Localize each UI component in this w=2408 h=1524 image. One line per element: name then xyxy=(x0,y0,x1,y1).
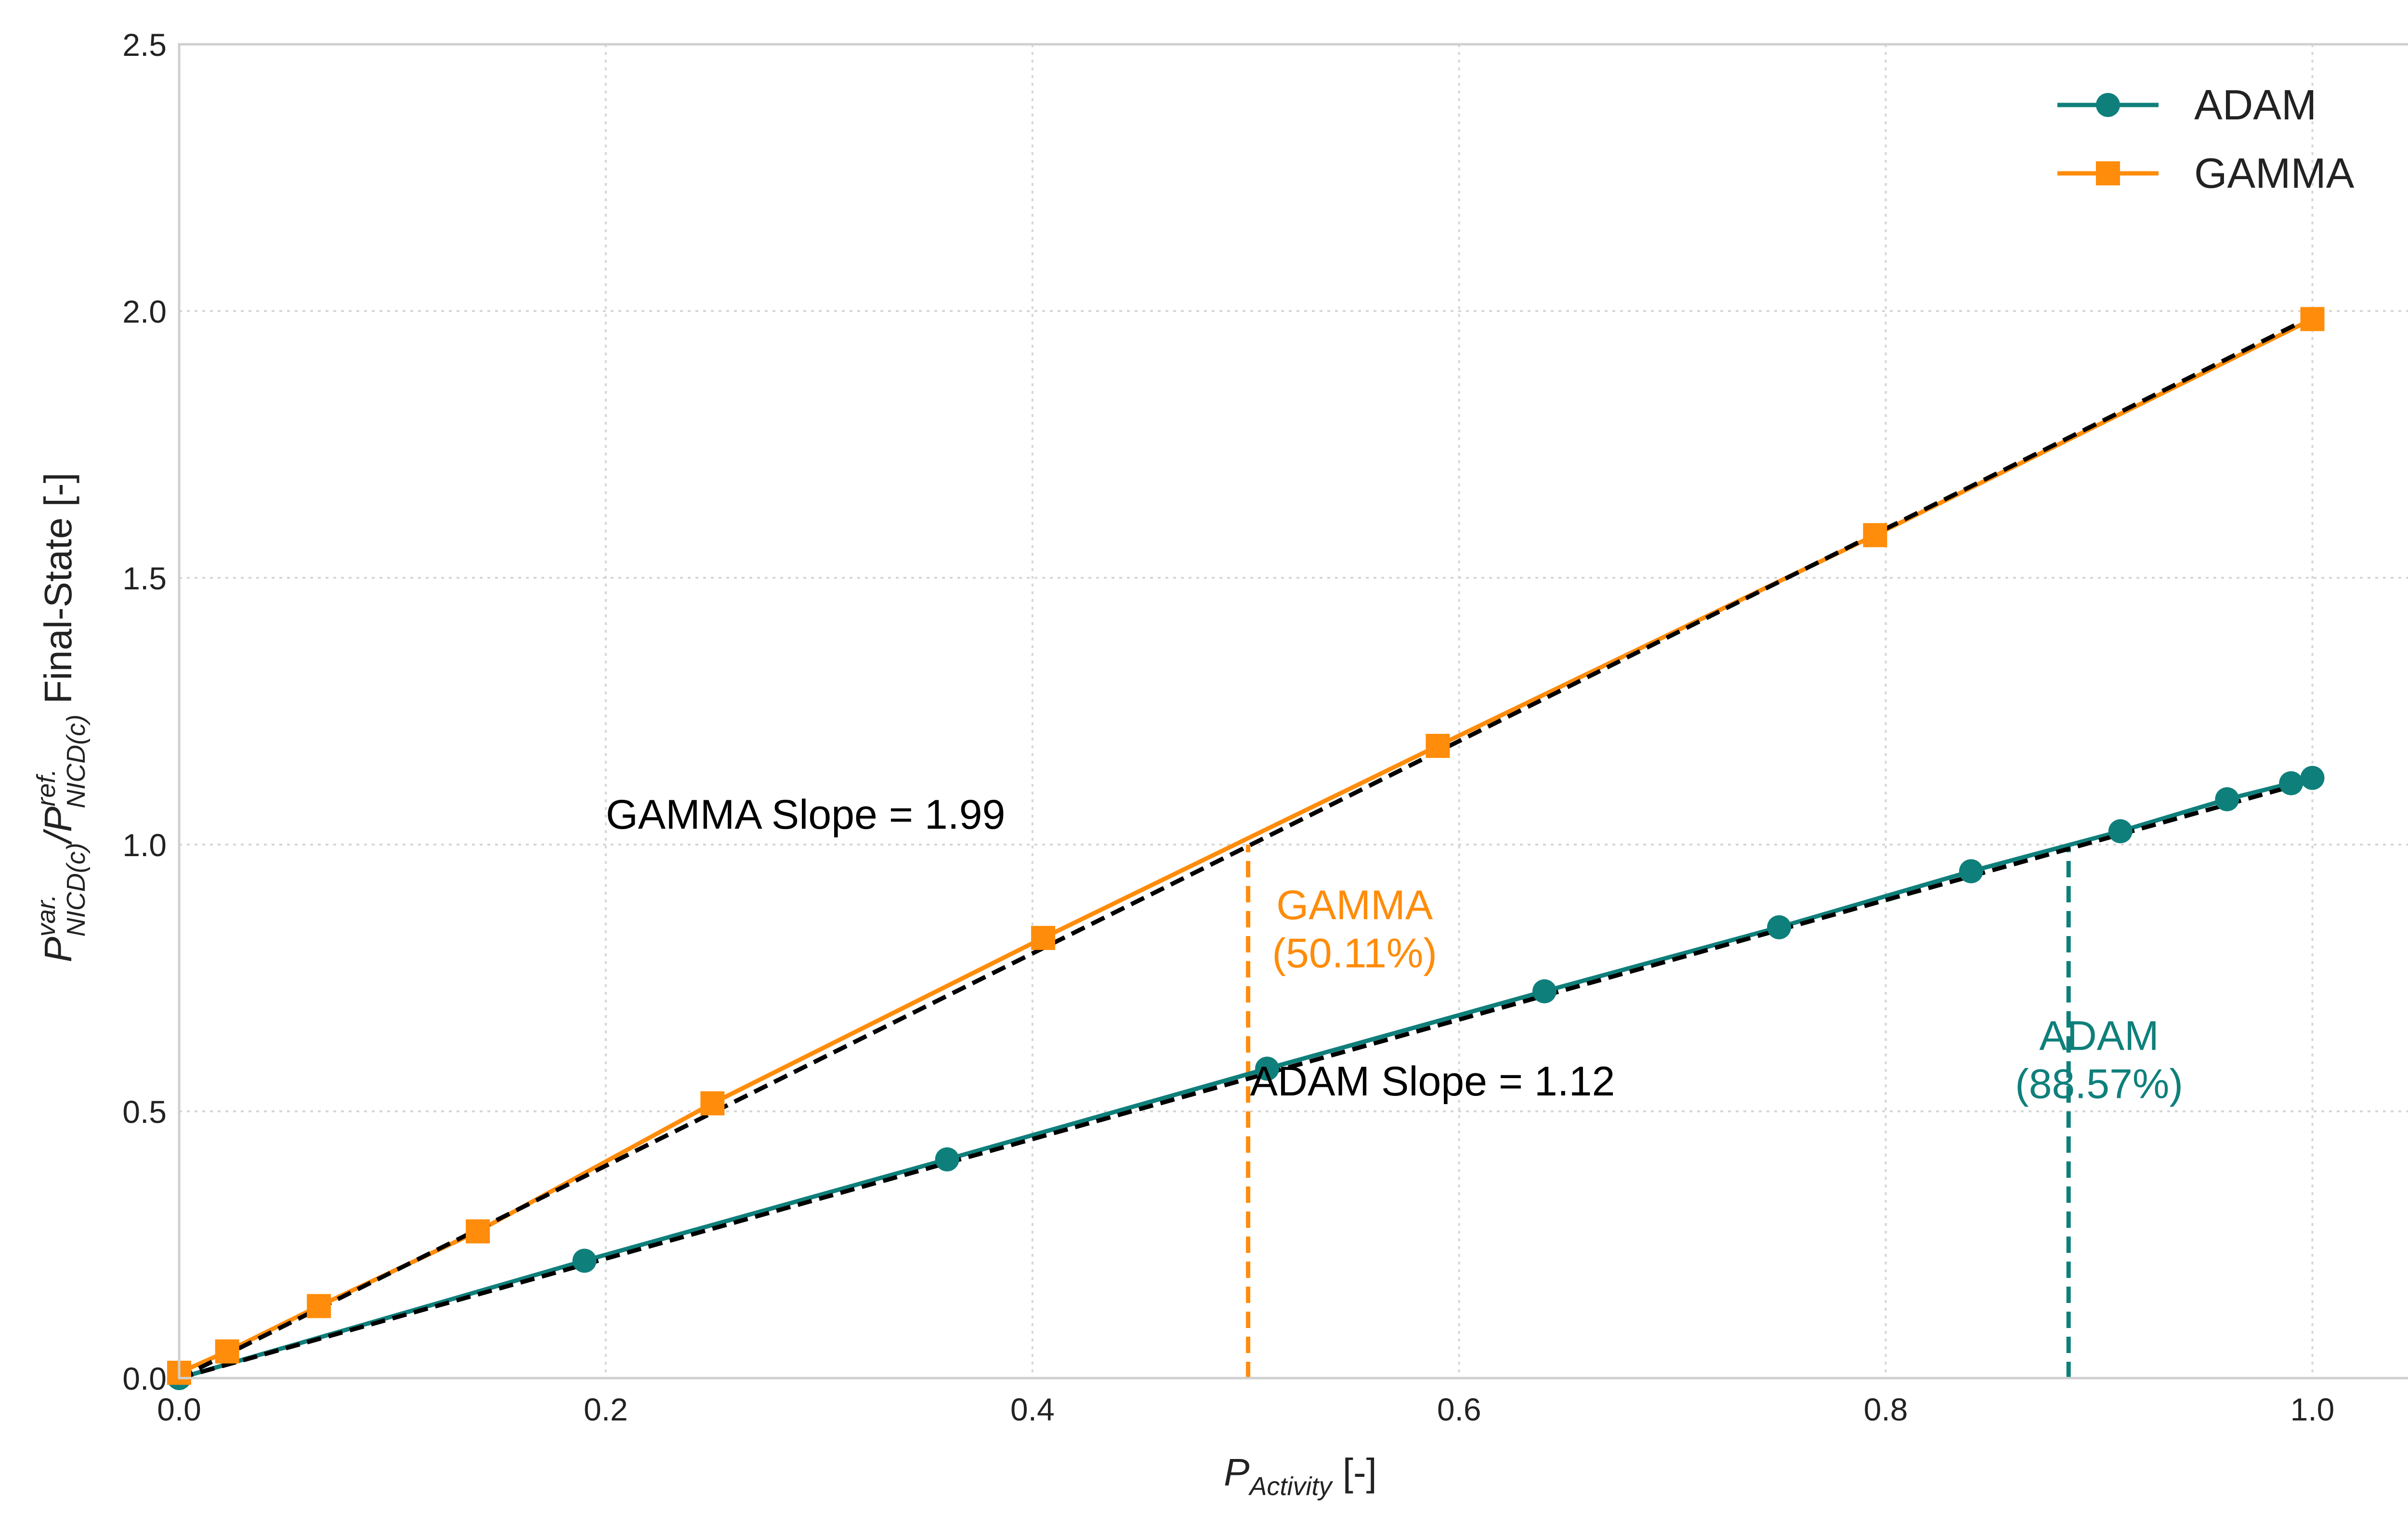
point-adam xyxy=(1767,915,1792,939)
annotation-gamma-thr-pct: (50.11%) xyxy=(1272,930,1437,977)
point-gamma xyxy=(215,1339,239,1364)
y-tick-label: 2.5 xyxy=(122,27,167,63)
grid xyxy=(179,44,2408,1378)
plot-area-border xyxy=(178,43,2408,1380)
point-adam xyxy=(2108,819,2133,844)
annotations: GAMMA Slope = 1.99 ADAM Slope = 1.12 GAMMA… xyxy=(606,792,2183,1107)
point-adam xyxy=(1959,859,1983,884)
point-gamma xyxy=(307,1294,331,1318)
y-tick-label: 1.0 xyxy=(122,827,167,863)
y-axis-label: Pvar.NICD(c)/Pref.NICD(c) Final-State [-… xyxy=(32,472,91,962)
tick-labels: 0.0 0.2 0.4 0.6 0.8 1.0 0.0 0.5 1.0 1.5 2.0 2.5 xyxy=(122,27,2334,1427)
point-gamma xyxy=(466,1219,490,1244)
point-adam xyxy=(935,1147,959,1172)
x-tick-label: 0.8 xyxy=(1864,1392,1908,1427)
point-adam xyxy=(2279,771,2303,795)
x-axis-label: PActivity [-] xyxy=(1224,1451,1377,1501)
point-gamma xyxy=(1031,925,1055,950)
series xyxy=(167,307,2325,1390)
legend-label-adam: ADAM xyxy=(2194,81,2316,129)
annotation-adam-thr-pct: (88.57%) xyxy=(2015,1061,2183,1107)
annotation-gamma-thr-name: GAMMA xyxy=(1276,882,1433,928)
point-adam xyxy=(2215,787,2239,811)
y-tick-label: 1.5 xyxy=(122,560,167,596)
plot-frame xyxy=(178,43,2408,1380)
threshold-lines xyxy=(1246,845,2071,1378)
x-tick-label: 0.6 xyxy=(1437,1392,1481,1427)
point-adam xyxy=(2300,766,2325,790)
y-tick-label: 0.0 xyxy=(122,1361,167,1396)
x-tick-label: 0.2 xyxy=(584,1392,628,1427)
legend: ADAM GAMMA xyxy=(2057,81,2355,197)
annotation-adam-thr-name: ADAM xyxy=(2039,1013,2159,1059)
point-gamma xyxy=(700,1091,725,1116)
x-tick-label: 0.4 xyxy=(1010,1392,1055,1427)
legend-label-gamma: GAMMA xyxy=(2194,149,2355,197)
point-adam xyxy=(1255,1056,1280,1081)
annotation-adam-slope: ADAM Slope = 1.12 xyxy=(1250,1058,1615,1105)
x-tick-label: 1.0 xyxy=(2290,1392,2335,1427)
fit-line-adam xyxy=(178,778,2313,1381)
fit-line-gamma xyxy=(178,314,2314,1381)
legend-marker-adam xyxy=(2096,93,2120,117)
legend-marker-gamma xyxy=(2096,161,2120,185)
y-tick-label: 0.5 xyxy=(122,1094,167,1130)
point-gamma xyxy=(1863,523,1887,547)
point-gamma xyxy=(1426,734,1450,758)
x-tick-label: 0.0 xyxy=(157,1392,201,1427)
point-adam xyxy=(1532,979,1557,1003)
y-tick-label: 2.0 xyxy=(122,294,167,329)
point-adam xyxy=(572,1249,597,1273)
annotation-gamma-slope: GAMMA Slope = 1.99 xyxy=(606,792,1005,838)
point-gamma xyxy=(2300,307,2325,331)
